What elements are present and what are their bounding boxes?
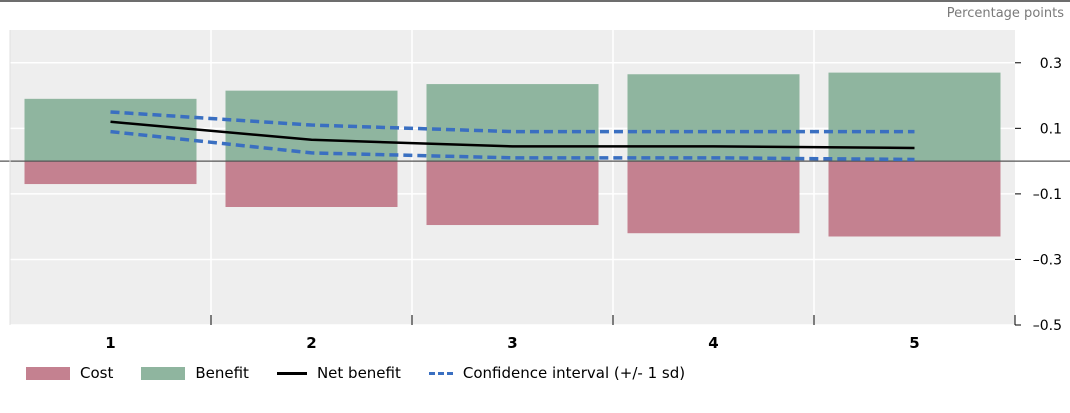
ci-upper-line [110,110,915,134]
bar-cost [225,161,398,207]
legend-label-ci: Confidence interval (+/- 1 sd) [462,364,686,382]
x-tick-label: 3 [507,334,517,352]
bar-cost [627,161,800,234]
y-tick-label: 0.1 [1040,121,1062,137]
y-tick-label: 0.3 [1040,56,1062,72]
legend-item-ci: Confidence interval (+/- 1 sd) [428,364,686,382]
legend: Cost Benefit Net benefit Confidence inte… [26,364,713,382]
y-tick-label: –0.5 [1033,318,1062,334]
chart: 0.3 0.1 –0.1 –0.3 –0.5 1 2 3 4 5 [0,30,1070,352]
net-benefit-line [110,120,915,150]
legend-label-net: Net benefit [316,364,401,382]
x-tick-label: 4 [708,334,718,352]
ci-lower-line [110,129,915,162]
legend-item-cost: Cost [26,364,113,382]
legend-line-net [276,371,307,375]
x-tick-label: 5 [909,334,919,352]
legend-label-cost: Cost [80,364,114,382]
legend-dash-ci [428,371,453,375]
legend-item-net: Net benefit [276,364,401,382]
legend-swatch-cost [26,366,70,380]
bar-cost [828,161,1001,237]
bar-benefit [24,98,197,162]
legend-item-benefit: Benefit [141,364,249,382]
x-tick-label: 2 [306,334,316,352]
unit-label: Percentage points [946,6,1064,21]
y-tick-label: –0.3 [1033,252,1062,268]
x-tick-label: 1 [105,334,115,352]
y-tick-label: –0.1 [1033,187,1062,203]
legend-label-benefit: Benefit [195,364,249,382]
bar-cost [24,161,197,185]
top-rule [0,0,1070,2]
legend-swatch-benefit [141,366,186,380]
bar-benefit [426,84,599,162]
bar-cost [426,161,599,226]
